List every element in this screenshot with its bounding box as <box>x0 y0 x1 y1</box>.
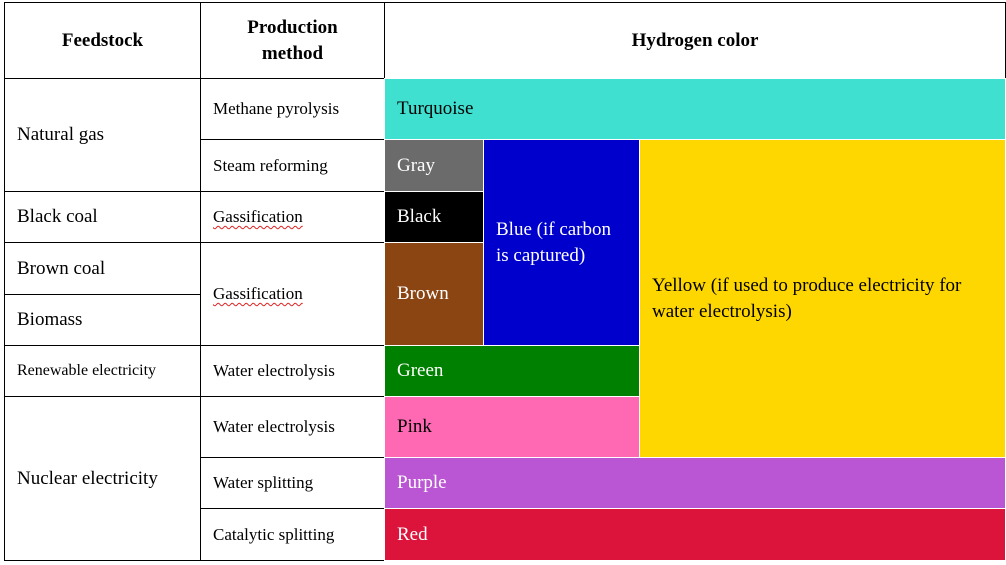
method-cell: Methane pyrolysis <box>200 78 385 140</box>
method-cell-text: Water electrolysis <box>213 417 335 436</box>
color-cell: Brown <box>384 242 484 346</box>
feedstock-cell-text: Natural gas <box>17 124 105 145</box>
method-cell: Catalytic splitting <box>200 508 385 561</box>
method-cell-text: Water splitting <box>213 473 314 492</box>
color-cell: Purple <box>384 457 1006 509</box>
feedstock-cell: Natural gas <box>4 78 201 192</box>
method-cell: Gassification <box>200 242 385 346</box>
feedstock-cell-text: Biomass <box>17 309 83 330</box>
feedstock-cell-text: Brown coal <box>17 257 106 279</box>
method-cell-text: Catalytic splitting <box>213 524 335 544</box>
color-cell-text: Green <box>397 360 444 381</box>
color-cell-text: Black <box>397 206 442 227</box>
color-cell: Green <box>384 345 640 397</box>
feedstock-cell: Biomass <box>4 294 201 346</box>
color-cell-text: Pink <box>397 416 432 437</box>
header-cell: Feedstock <box>4 2 201 79</box>
color-cell-text: Yellow (if used to produce electricity f… <box>652 274 962 322</box>
feedstock-cell: Black coal <box>4 191 201 243</box>
color-cell-text: Purple <box>397 472 447 493</box>
color-cell-text: Blue (if carbon is captured) <box>496 218 612 266</box>
color-cell: Gray <box>384 139 484 192</box>
method-cell-text: Steam reforming <box>213 155 328 175</box>
color-cell-text: Red <box>397 523 428 545</box>
method-cell: Water electrolysis <box>200 396 385 458</box>
method-cell: Steam reforming <box>200 139 385 192</box>
method-cell: Water splitting <box>200 457 385 509</box>
feedstock-cell: Brown coal <box>4 242 201 295</box>
header-text: Production method <box>247 16 338 64</box>
header-cell: Hydrogen color <box>384 2 1006 79</box>
color-cell: Yellow (if used to produce electricity f… <box>639 139 1006 458</box>
header-text: Hydrogen color <box>631 29 759 51</box>
method-cell-text: Gassification <box>213 207 303 226</box>
method-cell-text: Water electrolysis <box>213 361 335 380</box>
color-cell: Blue (if carbon is captured) <box>483 139 640 346</box>
feedstock-cell: Nuclear electricity <box>4 396 201 561</box>
color-cell: Black <box>384 191 484 243</box>
color-cell: Turquoise <box>384 78 1006 140</box>
method-cell-text: Methane pyrolysis <box>213 99 340 118</box>
color-cell: Pink <box>384 396 640 458</box>
method-cell: Water electrolysis <box>200 345 385 397</box>
header-cell: Production method <box>200 2 385 79</box>
feedstock-cell-text: Renewable electricity <box>17 362 157 379</box>
color-cell-text: Turquoise <box>397 98 474 119</box>
color-cell: Red <box>384 508 1006 561</box>
color-cell-text: Gray <box>397 154 435 176</box>
header-text: Feedstock <box>61 29 144 51</box>
color-cell-text: Brown <box>397 283 449 304</box>
feedstock-cell-text: Black coal <box>17 206 98 227</box>
feedstock-cell: Renewable electricity <box>4 345 201 397</box>
method-cell-text: Gassification <box>213 284 303 303</box>
method-cell: Gassification <box>200 191 385 243</box>
feedstock-cell-text: Nuclear electricity <box>17 467 158 489</box>
